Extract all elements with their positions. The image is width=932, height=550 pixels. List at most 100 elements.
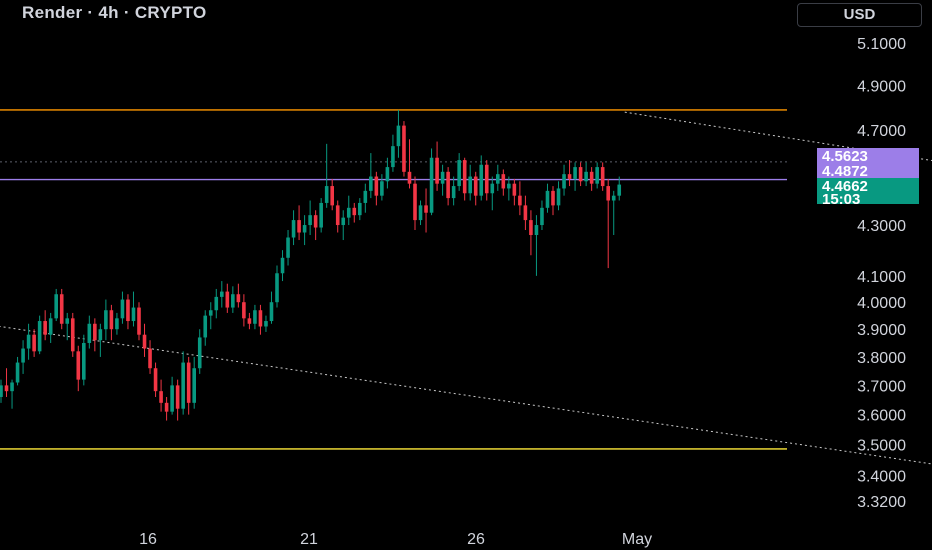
candle <box>302 215 307 246</box>
candle <box>264 315 268 332</box>
price-label-bg <box>817 148 919 163</box>
time-tick-label: 21 <box>300 531 318 548</box>
candle <box>87 315 92 349</box>
candle-body <box>584 171 588 182</box>
candle-body <box>479 164 484 196</box>
candle-body <box>148 348 152 369</box>
candle <box>446 167 450 206</box>
candle <box>462 157 467 201</box>
candle <box>76 345 81 392</box>
price-label: 4.5623 <box>817 148 919 165</box>
candle <box>440 164 445 196</box>
candle-body <box>126 299 130 322</box>
price-tick-label: 4.7000 <box>857 123 906 140</box>
time-tick-label: 16 <box>139 531 157 548</box>
candle <box>330 178 334 211</box>
candle-body <box>484 164 489 194</box>
candle-body <box>32 334 36 352</box>
candle-body <box>556 188 561 206</box>
candle <box>617 176 622 201</box>
candle-body <box>462 160 467 194</box>
candle-body <box>446 171 450 199</box>
candle-body <box>192 368 196 403</box>
candle <box>457 153 461 191</box>
candle-body <box>247 318 252 324</box>
candle-body <box>363 190 368 203</box>
candle <box>10 379 14 409</box>
candle <box>164 396 169 421</box>
candle <box>197 329 202 374</box>
candle <box>578 162 583 187</box>
candle-body <box>15 362 20 383</box>
candle-body <box>291 220 296 238</box>
candle <box>363 183 368 213</box>
candle <box>37 315 42 355</box>
time-axis[interactable]: 16 21 26 May <box>139 531 652 548</box>
candle-body <box>617 184 622 196</box>
price-tick-label: 4.1000 <box>857 269 906 286</box>
candle-body <box>529 220 533 236</box>
candle-body <box>280 257 285 274</box>
candle <box>153 362 158 397</box>
candle <box>214 288 219 319</box>
candle-body <box>153 368 158 392</box>
candle-body <box>104 310 108 330</box>
candle <box>253 304 257 330</box>
price-label: 4.4872 <box>817 163 919 180</box>
candle <box>225 283 230 313</box>
candle <box>335 200 340 233</box>
candles <box>0 109 622 421</box>
candle-body <box>269 302 274 322</box>
candle-body <box>330 186 334 206</box>
candle-body <box>76 351 81 380</box>
candle <box>567 160 572 187</box>
candle-body <box>578 167 583 182</box>
candle <box>556 181 561 211</box>
candle-body <box>253 310 257 324</box>
candle <box>242 294 246 327</box>
candle-body <box>540 207 544 226</box>
candle <box>131 291 136 327</box>
candle-body <box>109 310 114 330</box>
price-tick-label: 4.0000 <box>857 295 906 312</box>
candle <box>374 171 379 206</box>
candle-body <box>313 215 318 228</box>
candle <box>473 171 478 206</box>
candle <box>490 176 495 211</box>
candle <box>104 299 108 341</box>
candle <box>319 198 323 233</box>
candle <box>280 250 285 282</box>
candle <box>369 153 373 199</box>
candle <box>611 190 616 236</box>
candle <box>275 265 279 308</box>
price-label-countdown: 15:03 <box>822 191 860 208</box>
price-label-bg <box>817 163 919 178</box>
price-label-value: 4.4872 <box>822 163 868 180</box>
candle <box>126 294 130 330</box>
candle-body <box>402 125 406 172</box>
candle <box>606 178 610 269</box>
price-label-value: 4.5623 <box>822 148 868 165</box>
candle <box>529 210 533 256</box>
candle-body <box>70 318 75 352</box>
candle-body <box>346 207 351 218</box>
candle-body <box>225 291 230 308</box>
price-label-bg <box>817 178 919 204</box>
candle-body <box>606 186 610 201</box>
candle-body <box>98 329 103 341</box>
candle <box>4 368 9 397</box>
candle <box>468 164 472 201</box>
candle-body <box>26 334 31 349</box>
candle <box>159 379 163 412</box>
price-tick-label: 3.5000 <box>857 438 906 455</box>
candle <box>142 323 147 357</box>
candle-body <box>10 382 14 392</box>
candle-body <box>87 323 92 343</box>
candle-body <box>507 183 511 189</box>
candle-body <box>358 202 362 216</box>
candle <box>545 183 550 213</box>
price-axis[interactable]: 5.1000 4.9000 4.7000 4.3000 4.1000 4.0000 3.90… <box>857 36 906 511</box>
currency-button[interactable]: USD <box>797 3 922 27</box>
price-tick-label: 3.7000 <box>857 378 906 395</box>
